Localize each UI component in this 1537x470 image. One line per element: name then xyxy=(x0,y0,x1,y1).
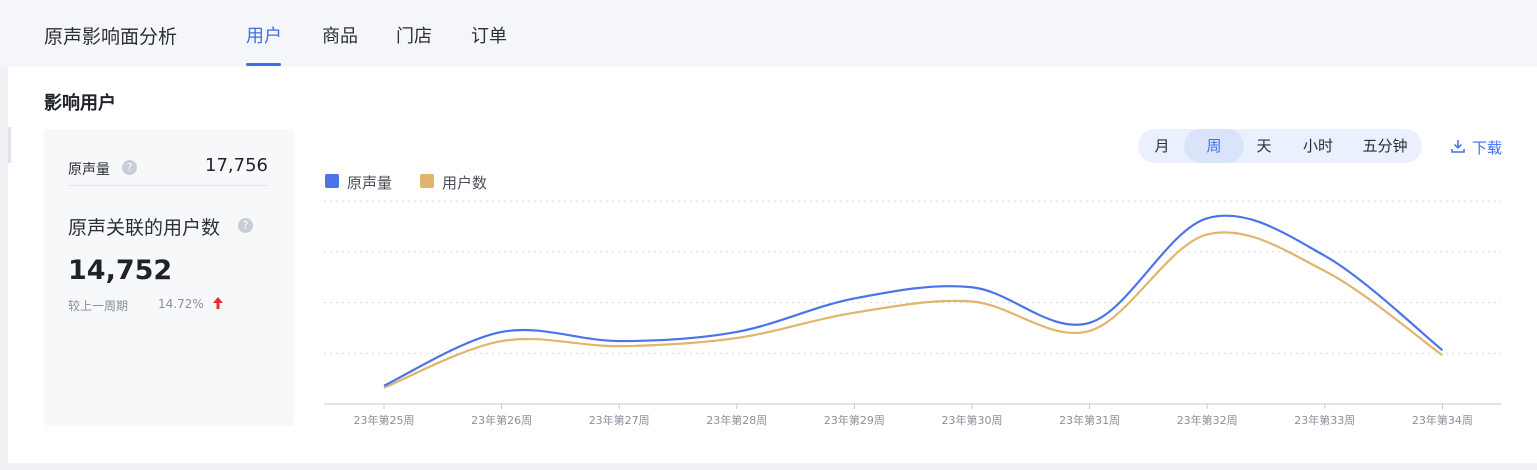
active-tab-indicator xyxy=(246,63,281,66)
section-title: 影响用户 xyxy=(44,93,116,114)
download-label: 下载 xyxy=(1472,139,1503,157)
x-tick-label: 23年第29周 xyxy=(824,413,885,427)
x-tick-label: 23年第25周 xyxy=(354,413,415,427)
voice-count-row: 原声量 ? 17,756 xyxy=(68,153,268,186)
x-tick-label: 23年第32周 xyxy=(1177,413,1238,427)
compare-value: 14.72% xyxy=(158,297,204,311)
x-tick-label: 23年第33周 xyxy=(1294,413,1355,427)
legend-label-users: 用户数 xyxy=(442,174,488,192)
header-bar: 原声影响面分析 用户 商品 门店 订单 xyxy=(0,0,1537,67)
tab-stores[interactable]: 门店 xyxy=(396,26,432,47)
x-tick-label: 23年第28周 xyxy=(706,413,767,427)
series-line-users xyxy=(383,231,1444,389)
x-tick-label: 23年第34周 xyxy=(1412,413,1473,427)
x-tick-label: 23年第26周 xyxy=(471,413,532,427)
tab-users[interactable]: 用户 xyxy=(246,26,282,47)
line-chart: 23年第25周 23年第26周 23年第27周 23年第28周 23年第29周 23年第3… xyxy=(324,200,1501,427)
legend-swatch-voice xyxy=(325,174,339,188)
series-line-voice xyxy=(383,214,1444,387)
legend-swatch-users xyxy=(420,174,434,188)
main-panel: 影响用户 原声量 ? 17,756 原声关联的用户数 ? 14,752 较上一周… xyxy=(8,67,1537,463)
stat-card: 原声量 ? 17,756 原声关联的用户数 ? 14,752 较上一周期 14.… xyxy=(44,129,294,426)
related-users-label: 原声关联的用户数 xyxy=(68,217,221,239)
granularity-week[interactable]: 周 xyxy=(1184,129,1244,163)
voice-count-label: 原声量 xyxy=(68,162,110,178)
x-tick-label: 23年第30周 xyxy=(942,413,1003,427)
x-tick-label: 23年第31周 xyxy=(1059,413,1120,427)
x-tick-label: 23年第27周 xyxy=(589,413,650,427)
tab-orders[interactable]: 订单 xyxy=(471,26,507,47)
granularity-day[interactable]: 天 xyxy=(1256,137,1272,155)
granularity-month[interactable]: 月 xyxy=(1154,137,1170,155)
granularity-hour[interactable]: 小时 xyxy=(1302,137,1333,155)
voice-count-value: 17,756 xyxy=(205,155,268,176)
granularity-selector: 月 周 天 小时 五分钟 xyxy=(1138,129,1422,163)
arrow-up-icon xyxy=(212,296,224,314)
app-title: 原声影响面分析 xyxy=(44,26,178,48)
granularity-five-min[interactable]: 五分钟 xyxy=(1362,137,1408,155)
legend-label-voice: 原声量 xyxy=(347,174,393,192)
download-icon xyxy=(1451,140,1465,153)
tab-products[interactable]: 商品 xyxy=(322,26,358,47)
related-users-value: 14,752 xyxy=(68,255,173,286)
compare-label: 较上一周期 xyxy=(68,299,129,313)
question-circle-icon[interactable]: ? xyxy=(238,218,253,233)
scroll-handle[interactable] xyxy=(8,127,11,163)
question-circle-icon[interactable]: ? xyxy=(122,160,137,175)
